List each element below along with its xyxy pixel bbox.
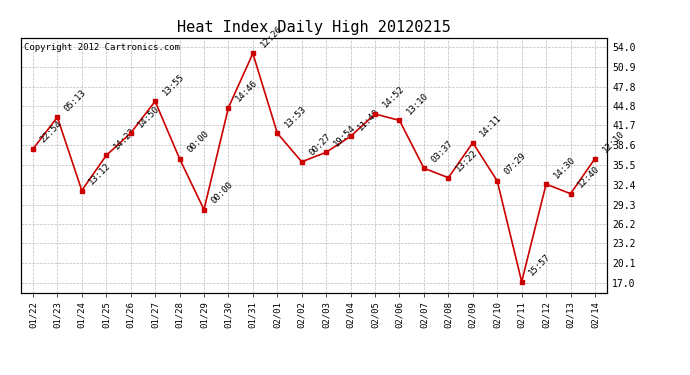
Text: 00:00: 00:00 <box>210 180 235 206</box>
Text: 12:26: 12:26 <box>259 24 284 49</box>
Text: 13:55: 13:55 <box>161 72 186 97</box>
Text: 03:37: 03:37 <box>429 139 455 164</box>
Text: 13:12: 13:12 <box>88 161 112 186</box>
Text: 12:40: 12:40 <box>576 164 602 189</box>
Text: 05:13: 05:13 <box>63 88 88 113</box>
Text: 11:40: 11:40 <box>356 107 382 132</box>
Text: 13:53: 13:53 <box>283 104 308 129</box>
Text: 15:57: 15:57 <box>527 252 553 278</box>
Text: 19:54: 19:54 <box>332 123 357 148</box>
Text: 14:30: 14:30 <box>552 154 577 180</box>
Text: Copyright 2012 Cartronics.com: Copyright 2012 Cartronics.com <box>23 43 179 52</box>
Title: Heat Index Daily High 20120215: Heat Index Daily High 20120215 <box>177 20 451 35</box>
Text: 00:27: 00:27 <box>307 132 333 158</box>
Text: 13:10: 13:10 <box>405 91 431 116</box>
Text: 00:00: 00:00 <box>185 129 210 154</box>
Text: 13:22: 13:22 <box>454 148 480 174</box>
Text: 14:46: 14:46 <box>234 78 259 104</box>
Text: 14:50: 14:50 <box>136 104 161 129</box>
Text: 14:11: 14:11 <box>478 113 504 138</box>
Text: 07:29: 07:29 <box>503 152 528 177</box>
Text: 12:10: 12:10 <box>600 129 626 154</box>
Text: 22:54: 22:54 <box>39 120 64 145</box>
Text: 14:52: 14:52 <box>381 84 406 110</box>
Text: 14:22: 14:22 <box>112 126 137 151</box>
